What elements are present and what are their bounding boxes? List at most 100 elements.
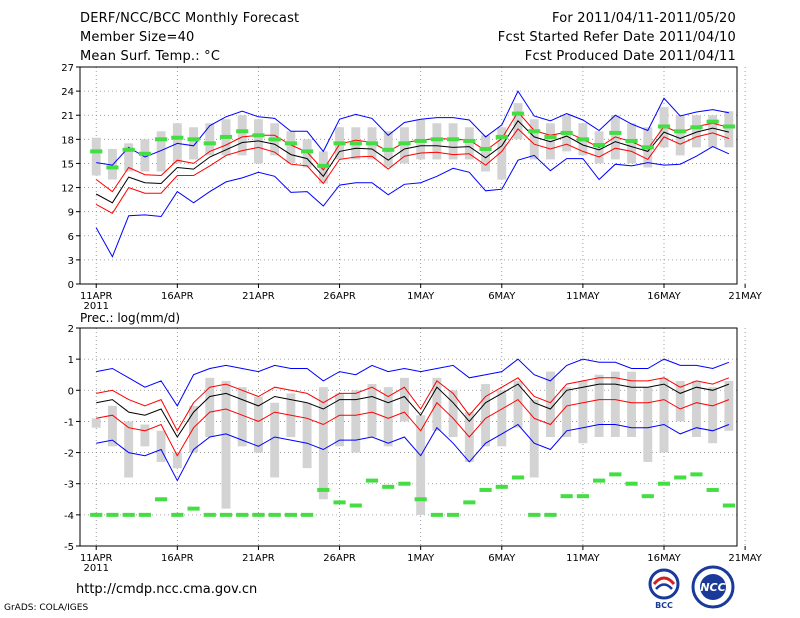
spread-box [318, 387, 328, 500]
spread-box [302, 402, 312, 469]
x-year-label: 2011 [83, 563, 108, 574]
spread-box [189, 127, 199, 160]
prec-subtitle: Prec.: log(mm/d) [80, 311, 180, 325]
y-tick-label: 21 [61, 111, 74, 122]
median-marker [138, 512, 151, 517]
spread-box [399, 377, 409, 422]
median-marker [171, 512, 184, 517]
y-tick-label: 9 [68, 208, 74, 219]
median-marker [430, 137, 443, 142]
series-mean-line [96, 383, 730, 438]
x-tick-label: 16APR [161, 553, 194, 564]
spread-box [448, 123, 458, 160]
median-marker [268, 512, 281, 517]
spread-box [481, 135, 491, 172]
spread-box [416, 415, 426, 515]
spread-box [513, 380, 523, 428]
median-marker [106, 512, 119, 517]
median-marker [106, 165, 119, 170]
x-tick-label: 21MAY [728, 291, 762, 302]
median-marker [625, 481, 638, 486]
median-marker [447, 137, 460, 142]
median-marker [463, 500, 476, 505]
x-tick-label: 16MAY [647, 291, 681, 302]
spread-box [627, 371, 637, 437]
y-tick-label: 15 [61, 159, 74, 170]
spread-box [270, 402, 280, 478]
median-marker [593, 142, 606, 147]
median-marker [317, 163, 330, 168]
median-marker [349, 141, 362, 146]
spread-box [91, 418, 101, 428]
y-tick-label: -2 [64, 449, 74, 460]
y-tick-label: -1 [64, 417, 74, 428]
spread-box [189, 405, 199, 453]
median-marker [544, 134, 557, 139]
x-tick-label: 1MAY [407, 291, 435, 302]
y-tick-label: 2 [68, 324, 74, 335]
y-tick-label: -3 [64, 480, 74, 491]
bcc-logo-text: BCC [655, 601, 673, 610]
x-tick-label: 1MAY [407, 553, 435, 564]
median-marker [560, 494, 573, 499]
x-year-label: 2011 [83, 301, 108, 312]
median-marker [690, 125, 703, 130]
median-marker [365, 478, 379, 483]
median-marker [495, 484, 508, 489]
median-marker [155, 137, 168, 142]
variable-label: Mean Surf. Temp.: °C [80, 49, 221, 64]
series-min-line [96, 423, 730, 482]
y-tick-label: 27 [61, 63, 74, 74]
spread-box [610, 371, 620, 437]
plot-frame [79, 66, 738, 285]
spread-box [107, 405, 117, 447]
temperature-panel: 0 3 6 9 12 15 18 21 24 27 11APR 16APR 21APR 26APR 1MAY… [61, 63, 762, 312]
median-marker [690, 472, 703, 477]
spread-box [675, 380, 685, 422]
x-tick-label: 21APR [242, 553, 275, 564]
produced-date: Fcst Produced Date 2011/04/11 [524, 49, 736, 64]
spread-box [708, 115, 718, 148]
median-marker [284, 512, 297, 517]
y-tick-label: 0 [68, 280, 74, 291]
spread-box [497, 127, 507, 180]
median-marker [122, 512, 135, 517]
spread-box [643, 387, 653, 462]
median-marker [495, 134, 508, 139]
spread-box [156, 131, 166, 172]
y-tick-label: 1 [68, 355, 74, 366]
series-max-line [96, 358, 730, 407]
spread-box [124, 421, 134, 478]
median-marker [430, 512, 443, 517]
spread-box [367, 384, 377, 437]
median-marker [641, 145, 654, 150]
website-url: http://cmdp.ncc.cma.gov.cn [76, 582, 258, 597]
median-marker [301, 512, 314, 517]
ncc-logo-text: NCC [700, 581, 725, 594]
median-marker [90, 512, 103, 517]
spread-box [302, 139, 312, 168]
series-max-line [95, 146, 730, 258]
median-marker [171, 135, 184, 140]
grads-credit: GrADS: COLA/IGES [4, 603, 89, 613]
precipitation-panel: -5 -4 -3 -2 -1 0 1 2 11APR 16APR 21APR 26APR 1MAY 6MA… [64, 324, 763, 574]
median-marker [479, 146, 492, 151]
spread-box [724, 111, 734, 148]
median-marker [203, 512, 216, 517]
started-date: Fcst Started Refer Date 2011/04/10 [497, 30, 736, 45]
median-marker [414, 497, 427, 502]
median-marker [203, 141, 216, 146]
median-marker [722, 503, 735, 508]
median-marker [187, 506, 200, 511]
y-tick-label: 24 [61, 87, 74, 98]
median-marker [219, 134, 233, 139]
spread-box [91, 137, 101, 176]
x-tick-label: 6MAY [488, 553, 516, 564]
median-marker [528, 512, 541, 517]
spread-box [691, 380, 701, 437]
spread-box [140, 424, 150, 447]
y-tick-label: 3 [68, 256, 74, 267]
median-marker [398, 141, 411, 146]
y-tick-label: 18 [61, 135, 74, 146]
y-tick-label: 6 [68, 232, 74, 243]
